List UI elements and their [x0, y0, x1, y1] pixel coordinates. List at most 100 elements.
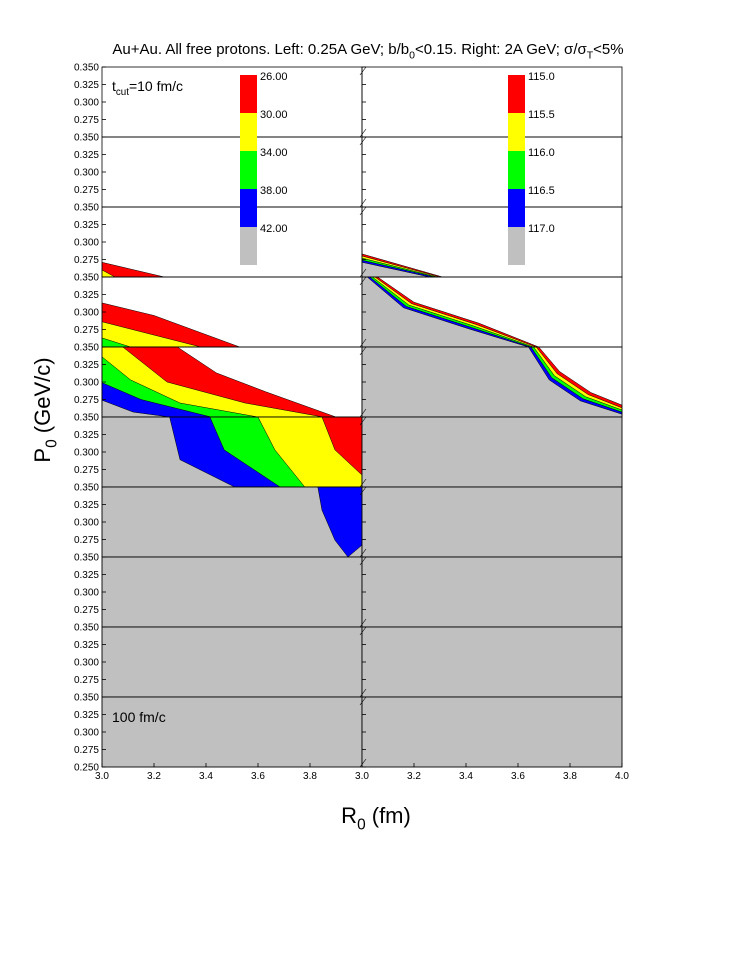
y-tick-label: 0.325 [74, 570, 99, 581]
x-axis-title: R0 (fm) [341, 803, 411, 834]
text-part: (GeV/c) [30, 357, 55, 439]
y-tick-label: 0.350 [74, 483, 99, 494]
y-tick-label: 0.275 [74, 255, 99, 266]
text-part: 100 fm/c [112, 709, 166, 725]
y-tick-label: 0.275 [74, 465, 99, 476]
text-part: =10 fm/c [129, 78, 183, 94]
chart-title: Au+Au. All free protons. Left: 0.25A GeV… [112, 41, 623, 62]
axis-break [359, 758, 367, 768]
axis-break [359, 66, 367, 76]
axis-break [359, 556, 367, 566]
y-tick-label: 0.275 [74, 185, 99, 196]
legend-label: 34.00 [260, 147, 288, 159]
axis-break [359, 136, 367, 146]
y-tick-label: 0.300 [74, 378, 99, 389]
axis-break [359, 198, 367, 208]
panel-frame [361, 66, 623, 138]
x-tick-label: 3.4 [199, 771, 213, 782]
axis-break [359, 346, 367, 356]
y-tick-label: 0.350 [74, 693, 99, 704]
legend-swatch [240, 75, 257, 113]
subscript: 0 [357, 817, 366, 834]
legend-label: 30.00 [260, 109, 288, 121]
x-tick-label: 3.2 [407, 771, 421, 782]
y-tick-label: 0.275 [74, 605, 99, 616]
legend-label: 38.00 [260, 185, 288, 197]
y-tick-label: 0.275 [74, 675, 99, 686]
legend-label: 117.0 [528, 223, 555, 235]
legend-swatch [508, 75, 525, 113]
panel-frame [101, 206, 363, 278]
subscript: T [587, 50, 594, 62]
y-tick-label: 0.325 [74, 150, 99, 161]
x-tick-label: 3.8 [303, 771, 317, 782]
y-tick-label: 0.325 [74, 430, 99, 441]
subscript: 0 [409, 50, 415, 62]
legend-label: 115.5 [528, 109, 555, 121]
y-tick-label: 0.300 [74, 588, 99, 599]
y-tick-label: 0.300 [74, 518, 99, 529]
text-part: R [341, 803, 357, 828]
text-part: (fm) [366, 803, 411, 828]
panel-label: 100 fm/c [112, 709, 166, 725]
legend-swatch [240, 227, 257, 265]
legend-label: 26.00 [260, 71, 288, 83]
x-tick-label: 3.4 [459, 771, 473, 782]
axis-break [359, 626, 367, 636]
subscript: cut [116, 87, 129, 98]
x-tick-label: 3.6 [511, 771, 525, 782]
legend-label: 42.00 [260, 223, 288, 235]
x-tick-label: 3.2 [147, 771, 161, 782]
text-part: t [112, 78, 116, 94]
contour-region [361, 416, 623, 488]
y-tick-label: 0.325 [74, 710, 99, 721]
y-tick-label: 0.300 [74, 728, 99, 739]
y-tick-label: 0.350 [74, 133, 99, 144]
axis-break [359, 276, 367, 286]
x-tick-label: 3.8 [563, 771, 577, 782]
y-tick-label: 0.275 [74, 325, 99, 336]
y-tick-label: 0.325 [74, 360, 99, 371]
axis-break [359, 416, 367, 426]
axis-break [359, 478, 367, 488]
text-part: Au+Au. All free protons. Left: 0.25A GeV… [112, 41, 409, 58]
axis-break [359, 408, 367, 418]
axis-break [359, 696, 367, 706]
panel-label: tcut=10 fm/c [112, 78, 183, 98]
axis-break [359, 486, 367, 496]
x-tick-label: 3.6 [251, 771, 265, 782]
y-axis-title: P0 (GeV/c) [30, 357, 61, 462]
y-tick-label: 0.275 [74, 535, 99, 546]
y-tick-label: 0.325 [74, 500, 99, 511]
legend-label: 116.5 [528, 185, 555, 197]
axis-break [359, 338, 367, 348]
text-part: <0.15. Right: 2A GeV; σ/σ [415, 41, 588, 58]
contour-region [361, 556, 623, 628]
y-tick-label: 0.250 [74, 763, 99, 774]
y-tick-label: 0.300 [74, 238, 99, 249]
axis-break [359, 268, 367, 278]
y-tick-label: 0.275 [74, 395, 99, 406]
y-tick-label: 0.300 [74, 98, 99, 109]
legend-swatch [240, 189, 257, 227]
y-tick-label: 0.350 [74, 623, 99, 634]
text-part: P [30, 448, 55, 463]
contour-region [361, 626, 623, 698]
x-tick-label: 3.0 [95, 771, 109, 782]
y-tick-label: 0.300 [74, 658, 99, 669]
y-tick-label: 0.350 [74, 63, 99, 74]
contour-region [101, 626, 363, 698]
subscript: 0 [44, 439, 61, 448]
y-tick-label: 0.325 [74, 220, 99, 231]
legend-swatch [508, 151, 525, 189]
y-tick-label: 0.325 [74, 80, 99, 91]
contour-region [101, 696, 363, 768]
legend-swatch [240, 113, 257, 151]
legend-swatch [508, 189, 525, 227]
y-tick-label: 0.300 [74, 168, 99, 179]
legend-swatch [508, 227, 525, 265]
contour-region [361, 486, 623, 558]
y-tick-label: 0.325 [74, 290, 99, 301]
